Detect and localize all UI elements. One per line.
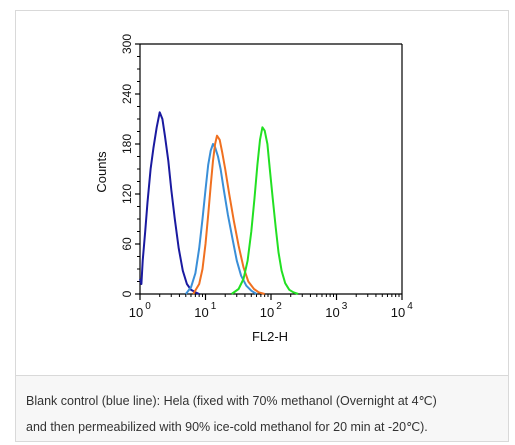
x-tick-exponent: 4 bbox=[407, 301, 413, 312]
figure-frame bbox=[15, 10, 509, 376]
caption-box: Blank control (blue line): Hela (fixed w… bbox=[15, 376, 509, 442]
x-tick-exponent: 1 bbox=[211, 301, 217, 312]
series-line-1 bbox=[139, 111, 200, 295]
x-tick-label: 10 bbox=[325, 305, 339, 320]
x-tick-label: 10 bbox=[391, 305, 405, 320]
series-line-4 bbox=[231, 126, 299, 295]
y-tick-label: 0 bbox=[120, 290, 134, 297]
x-tick-exponent: 3 bbox=[342, 301, 348, 312]
x-tick-label: 10 bbox=[260, 305, 274, 320]
y-tick-label: 120 bbox=[120, 184, 134, 204]
x-tick-label: 10 bbox=[194, 305, 208, 320]
caption-line-2: and then permeabilized with 90% ice-cold… bbox=[26, 420, 428, 434]
series-line-3 bbox=[192, 134, 265, 295]
x-tick-label: 10 bbox=[129, 305, 143, 320]
y-tick-label: 180 bbox=[120, 134, 134, 154]
y-tick-label: 60 bbox=[120, 237, 134, 251]
x-tick-exponent: 0 bbox=[145, 301, 151, 312]
x-axis-title: FL2-H bbox=[252, 329, 288, 344]
caption-line-1: Blank control (blue line): Hela (fixed w… bbox=[26, 394, 437, 408]
series-line-2 bbox=[185, 143, 258, 295]
y-axis-title: Counts bbox=[94, 151, 109, 193]
y-tick-label: 300 bbox=[120, 34, 134, 54]
y-tick-label: 240 bbox=[120, 84, 134, 104]
x-tick-exponent: 2 bbox=[276, 301, 282, 312]
